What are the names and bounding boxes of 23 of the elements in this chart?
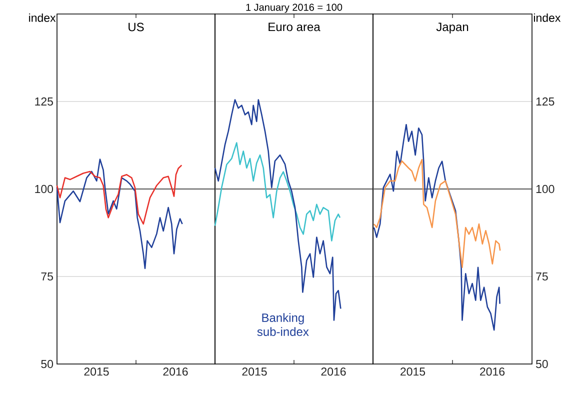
text: US [128, 22, 144, 32]
x-tick-label: 2016 [163, 368, 188, 376]
line-series [56, 164, 182, 225]
chart-subtitle: 1 January 2016 = 100 [246, 4, 342, 13]
x-tick-label: 2016 [321, 368, 346, 376]
y2-axis-title: index [534, 13, 561, 22]
x-tick-label: 2015 [84, 368, 109, 376]
y2-tick-label: 125 [536, 97, 554, 106]
y2-tick-label: 50 [536, 360, 548, 368]
text: Euro area [268, 22, 320, 32]
text: Japan [436, 22, 468, 34]
line-series [56, 158, 183, 270]
y2-tick-label: 75 [536, 272, 548, 281]
y-axis-title: index [29, 13, 56, 22]
y-tick-label: 125 [35, 97, 53, 106]
x-tick-label: 2016 [480, 368, 505, 376]
y-tick-label: 50 [41, 360, 54, 368]
x-tick-label: 2015 [242, 368, 267, 376]
y-tick-label: 100 [35, 184, 54, 194]
y-tick-label: 75 [41, 272, 53, 281]
y2-tick-label: 100 [536, 184, 554, 194]
x-tick-label: 2015 [400, 368, 426, 376]
series-label: Banking sub-index [257, 313, 309, 336]
